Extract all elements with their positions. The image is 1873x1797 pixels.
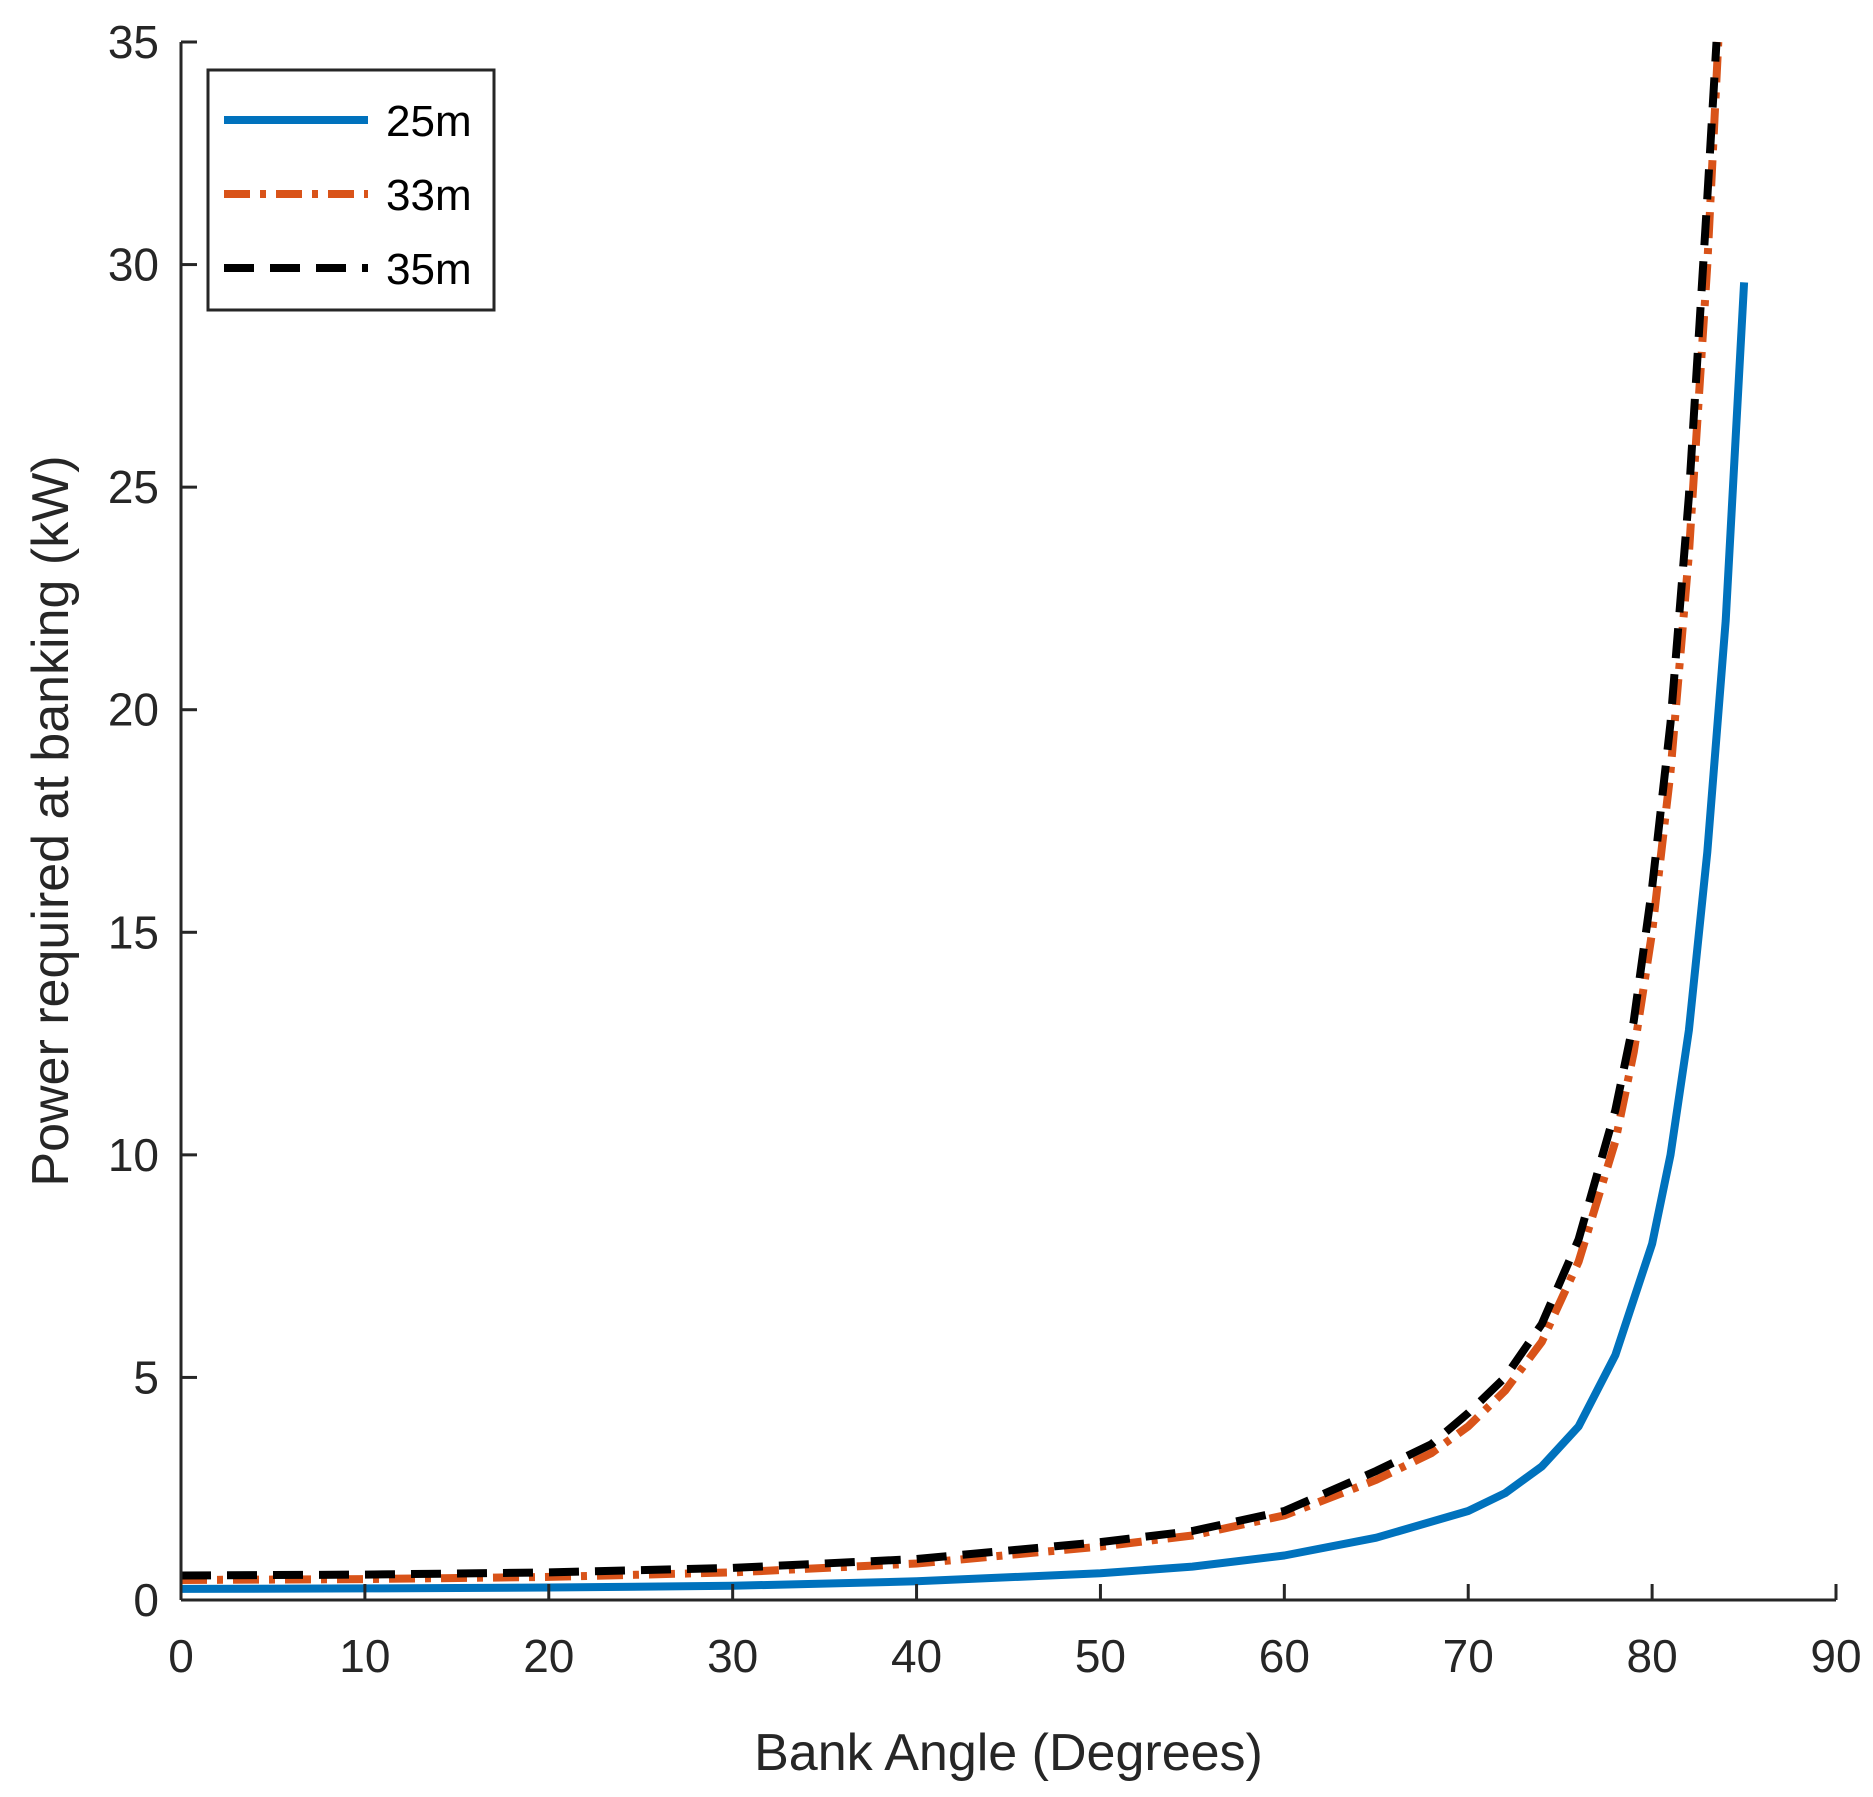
plot-lines [180, 41, 1749, 1593]
series-line-35m [180, 41, 1721, 1580]
y-tick-label: 25 [108, 461, 159, 513]
x-tick-label: 90 [1810, 1630, 1861, 1682]
series-line-25m [180, 282, 1749, 1593]
legend: 25m 33m 35m [206, 68, 496, 312]
y-tick-label: 10 [108, 1129, 159, 1181]
x-tick-label: 60 [1259, 1630, 1310, 1682]
y-axis-title: Power required at banking (kW) [22, 455, 80, 1186]
y-tick-label: 15 [108, 906, 159, 958]
x-tick-label: 20 [523, 1630, 574, 1682]
y-tick-label: 5 [133, 1351, 159, 1403]
legend-label: 35m [386, 245, 472, 294]
x-tick-label: 0 [168, 1630, 194, 1682]
legend-label: 33m [386, 171, 472, 220]
series-line-33m [180, 41, 1723, 1584]
x-tick-label: 30 [707, 1630, 758, 1682]
y-tick-label: 0 [133, 1574, 159, 1626]
x-tick-label: 70 [1443, 1630, 1494, 1682]
axes [179, 42, 1836, 1602]
y-tick-label: 35 [108, 16, 159, 68]
x-tick-label: 80 [1627, 1630, 1678, 1682]
x-tick-label: 10 [339, 1630, 390, 1682]
y-tick-label: 30 [108, 239, 159, 291]
legend-label: 25m [386, 97, 472, 146]
ticks: 0 10 20 30 40 50 60 70 80 90 0 5 10 15 20 25 30 35 [108, 16, 1862, 1682]
x-axis-title: Bank Angle (Degrees) [754, 1724, 1263, 1782]
x-tick-label: 50 [1075, 1630, 1126, 1682]
x-tick-label: 40 [891, 1630, 942, 1682]
y-tick-label: 20 [108, 684, 159, 736]
